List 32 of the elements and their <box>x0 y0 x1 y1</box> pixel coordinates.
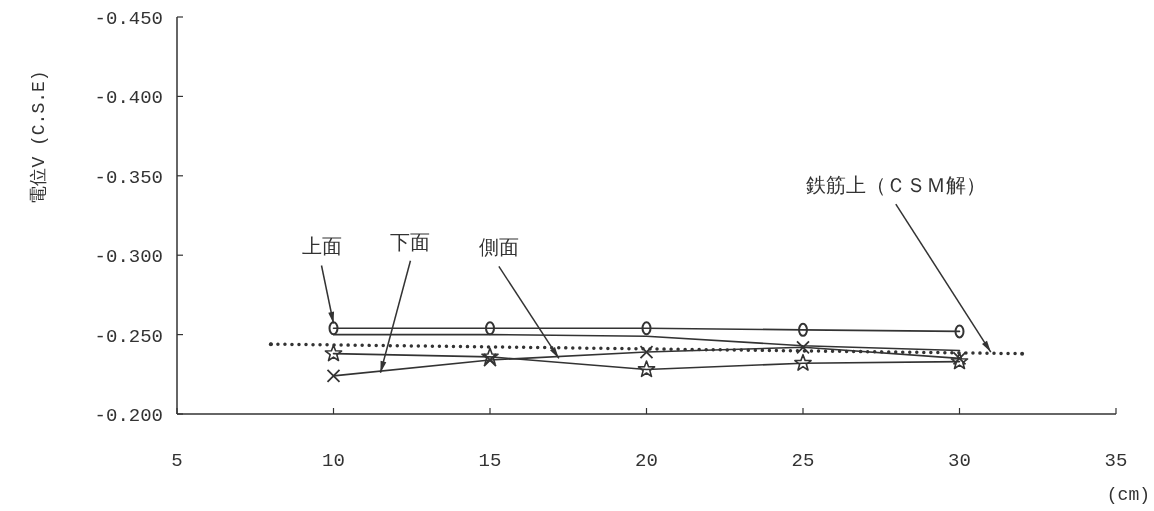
y-tick-label: -0.350 <box>94 166 163 189</box>
x-tick-label: 30 <box>948 450 971 472</box>
x-axis-title: (cm) <box>1106 485 1150 505</box>
point <box>796 340 810 355</box>
point <box>324 344 343 362</box>
x-tick-label: 20 <box>635 450 658 472</box>
point <box>641 321 652 336</box>
x-tick-label: 10 <box>322 450 345 472</box>
x-tick-label: 5 <box>171 450 183 472</box>
x-tick-label: 15 <box>478 450 502 472</box>
point <box>954 324 965 339</box>
point <box>637 360 656 378</box>
point <box>950 352 969 370</box>
x-tick-label: 35 <box>1104 450 1128 472</box>
point <box>328 321 339 336</box>
point <box>952 351 967 366</box>
y-tick-label: -0.450 <box>94 8 163 30</box>
x-tick-label: 25 <box>791 450 815 472</box>
y-tick-label: -0.200 <box>94 405 163 427</box>
point <box>483 353 497 367</box>
annotation: 鉄筋上（ＣＳＭ解） <box>805 175 986 199</box>
y-axis-title: 電位V (C.S.E) <box>29 70 49 204</box>
annotation: 側面 <box>478 237 519 261</box>
point <box>639 345 654 359</box>
y-tick-label: -0.300 <box>94 246 163 269</box>
point <box>481 347 499 365</box>
point <box>326 368 341 383</box>
y-tick-label: -0.250 <box>94 325 163 348</box>
point <box>794 353 812 371</box>
annotation: 上面 <box>301 236 342 260</box>
annotation: 下面 <box>390 231 431 255</box>
y-tick-label: -0.400 <box>94 87 163 110</box>
